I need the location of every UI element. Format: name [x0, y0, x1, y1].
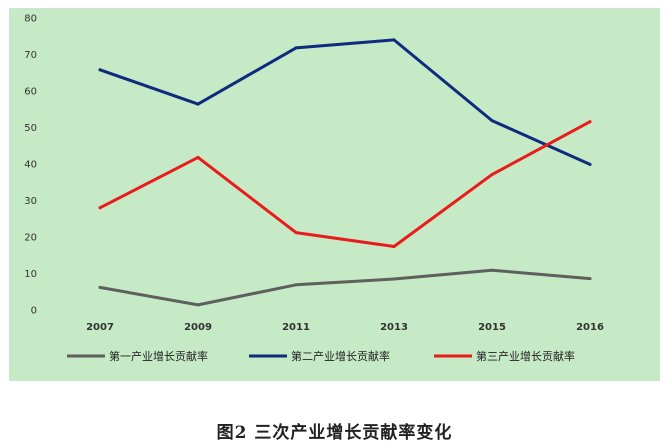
y-tick-label-80: 80 [24, 14, 37, 25]
series-2-point-2009 [196, 102, 200, 106]
x-tick-label-2007: 2007 [86, 322, 114, 333]
y-tick-label-60: 60 [24, 87, 37, 98]
y-tick-label-70: 70 [24, 50, 37, 61]
series-3-point-2009 [196, 155, 200, 159]
series-1-point-2009 [196, 303, 200, 307]
series-3-point-2015 [490, 173, 494, 177]
series-1-point-2011 [294, 283, 298, 287]
y-tick-label-20: 20 [24, 233, 37, 244]
series-1-point-2007 [98, 285, 102, 289]
x-tick-label-2009: 2009 [184, 322, 212, 333]
series-2-point-2016 [588, 162, 592, 166]
series-2-point-2015 [490, 119, 494, 123]
x-tick-label-2015: 2015 [478, 322, 506, 333]
series-3-point-2013 [392, 245, 396, 248]
y-tick-label-10: 10 [24, 269, 37, 280]
series-3-point-2007 [98, 206, 102, 210]
x-tick-label-2013: 2013 [380, 322, 408, 333]
series-2-point-2007 [98, 68, 102, 72]
series-1-point-2016 [588, 277, 592, 281]
series-1-point-2013 [392, 277, 396, 281]
legend-label-1: 第一产业增长贡献率 [109, 349, 208, 363]
figure-caption: 图2 三次产业增长贡献率变化 [216, 423, 453, 443]
series-3-point-2016 [588, 120, 592, 124]
series-3-point-2011 [294, 231, 298, 235]
y-tick-label-0: 0 [31, 306, 37, 317]
y-tick-label-40: 40 [24, 160, 37, 171]
series-1-point-2015 [490, 268, 494, 272]
chart-panel: 0 10 20 30 40 50 60 70 80 2007 2009 2011 2013 2015 201… [9, 8, 660, 381]
y-tick-label-50: 50 [24, 123, 37, 134]
series-2-point-2013 [392, 38, 396, 42]
series-line-1 [98, 268, 592, 307]
legend-label-3: 第三产业增长贡献率 [476, 349, 575, 363]
line-chart: 0 10 20 30 40 50 60 70 80 2007 2009 2011 2013 2015 201… [24, 14, 604, 364]
x-tick-label-2011: 2011 [282, 322, 310, 333]
series-2-point-2011 [294, 46, 298, 50]
legend-label-2: 第二产业增长贡献率 [291, 349, 390, 363]
series-line-2 [98, 38, 592, 166]
x-tick-label-2016: 2016 [576, 322, 604, 333]
series-line-3 [98, 120, 592, 248]
y-tick-label-30: 30 [24, 196, 37, 207]
